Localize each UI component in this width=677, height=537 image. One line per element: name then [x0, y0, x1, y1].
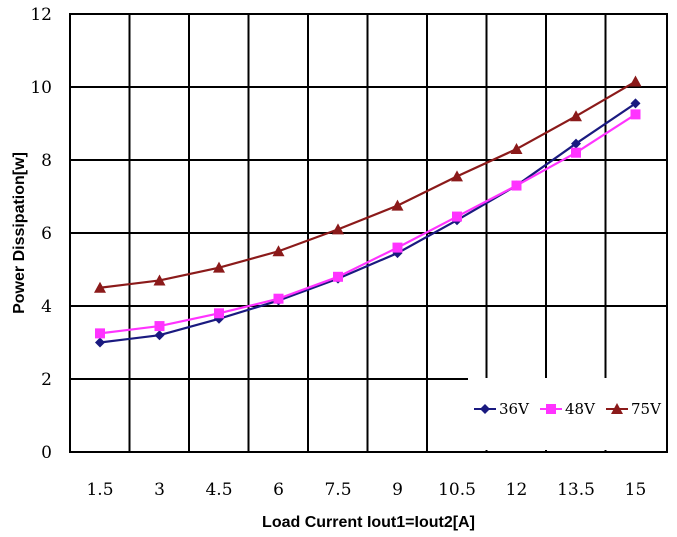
y-tick-label: 8 — [41, 151, 52, 171]
x-tick-label: 10.5 — [438, 480, 476, 500]
data-point — [391, 199, 404, 211]
y-tick-label: 2 — [41, 370, 52, 390]
x-tick-label: 6 — [273, 480, 284, 500]
data-point — [571, 138, 581, 149]
data-point — [511, 180, 522, 191]
data-point — [95, 328, 105, 339]
plot-frame — [69, 13, 668, 453]
legend-label: 36V — [499, 400, 530, 418]
data-point — [154, 321, 165, 332]
legend-marker — [611, 403, 623, 414]
data-point — [630, 109, 641, 120]
y-tick-label: 12 — [30, 5, 52, 25]
series-line — [99, 102, 637, 344]
data-point — [154, 330, 165, 341]
legend-label: 48V — [565, 400, 596, 418]
series-75V — [94, 75, 642, 293]
x-tick-label: 1.5 — [86, 480, 113, 500]
data-point — [392, 242, 403, 253]
x-tick-label: 15 — [625, 480, 647, 500]
data-point — [510, 143, 523, 155]
x-tick-label: 9 — [392, 480, 403, 500]
data-point — [451, 170, 463, 182]
data-point — [214, 308, 224, 319]
data-point — [95, 337, 105, 348]
x-tick-label: 12 — [506, 480, 528, 500]
legend-background — [468, 378, 666, 450]
x-axis-title: Load Current Iout1=Iout2[A] — [262, 514, 475, 531]
data-point — [630, 98, 641, 109]
data-point — [272, 245, 285, 257]
data-point — [629, 75, 642, 87]
series-line — [99, 113, 637, 335]
data-point — [94, 281, 106, 293]
x-tick-label: 7.5 — [324, 480, 351, 500]
series-line — [99, 80, 637, 289]
legend-marker — [546, 404, 556, 414]
y-tick-label: 4 — [41, 297, 52, 317]
data-point — [570, 110, 582, 122]
data-point — [213, 261, 225, 273]
data-point — [332, 223, 344, 235]
data-point — [333, 271, 343, 282]
legend-marker — [480, 404, 490, 414]
legend: 36V 48V 75V — [468, 378, 666, 450]
series-48V — [95, 109, 641, 339]
data-point — [153, 274, 166, 286]
y-tick-label: 10 — [30, 78, 52, 98]
data-point — [452, 211, 462, 222]
y-tick-label: 0 — [41, 443, 52, 463]
series-layer — [94, 75, 642, 348]
data-point — [571, 147, 581, 158]
y-axis-title: Power Dissipation[w] — [11, 152, 28, 314]
axes-layer: 0 2 4 6 8 10 12 1.5 3 4.5 6 7.5 9 10.5 12 13.5 15 — [30, 5, 668, 500]
x-tick-label: 3 — [154, 480, 165, 500]
x-tick-label: 4.5 — [205, 480, 232, 500]
x-tick-label: 13.5 — [557, 480, 595, 500]
data-point — [273, 293, 284, 304]
y-tick-label: 6 — [41, 224, 52, 244]
legend-label: 75V — [631, 400, 662, 418]
